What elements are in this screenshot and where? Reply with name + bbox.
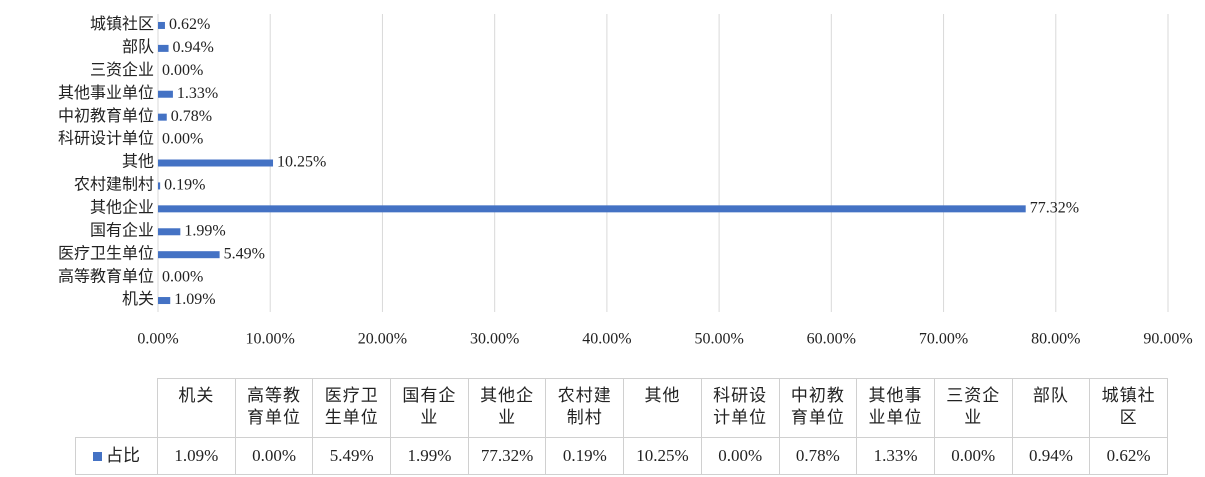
data-label: 10.25% — [277, 154, 326, 171]
bar — [158, 182, 161, 190]
data-label: 0.78% — [171, 108, 212, 125]
table-header: 其他 — [624, 378, 702, 438]
x-tick-label: 10.00% — [246, 331, 295, 348]
data-label: 1.33% — [177, 85, 218, 102]
table-header: 三资企业 — [934, 378, 1013, 438]
bar — [158, 90, 173, 98]
table-header: 中初教育单位 — [779, 378, 858, 438]
table-header: 高等教育单位 — [235, 378, 314, 438]
table-header: 医疗卫生单位 — [313, 378, 392, 438]
bar — [158, 297, 171, 305]
data-label: 1.09% — [174, 291, 215, 308]
y-tick-label: 科研设计单位 — [58, 130, 154, 148]
bar — [158, 251, 220, 259]
y-tick-label: 其他事业单位 — [58, 84, 154, 102]
table-cell: 77.32% — [468, 438, 547, 475]
y-tick-label: 农村建制村 — [74, 176, 154, 194]
data-label: 0.00% — [162, 268, 203, 285]
table-header: 国有企业 — [391, 378, 469, 438]
legend-swatch — [93, 451, 102, 461]
table-cell: 1.09% — [158, 438, 236, 475]
table-legend: 占比 — [75, 438, 158, 475]
y-tick-label: 中初教育单位 — [58, 107, 154, 125]
y-tick-label: 三资企业 — [90, 61, 154, 79]
table-header: 部队 — [1012, 378, 1091, 438]
table-cell: 1.99% — [391, 438, 469, 475]
chart: 0.00% 10.00% 20.00% 30.00% 40.00% 50.00% 60.00… — [58, 14, 1193, 348]
data-label: 0.62% — [169, 16, 210, 33]
y-tick-label: 其他 — [122, 153, 154, 171]
table-cell: 0.00% — [701, 438, 780, 475]
table-cell: 0.00% — [934, 438, 1013, 475]
bar — [158, 228, 181, 236]
y-tick-label: 国有企业 — [90, 221, 154, 239]
table-header: 农村建制村 — [546, 378, 625, 438]
table-corner — [75, 378, 158, 438]
data-label: 0.19% — [164, 177, 205, 194]
table-cell: 0.19% — [546, 438, 625, 475]
y-tick-label: 机关 — [122, 290, 154, 308]
bar — [158, 113, 167, 121]
x-tick-label: 40.00% — [582, 331, 631, 348]
data-label: 5.49% — [224, 245, 265, 262]
data-label: 1.99% — [184, 222, 225, 239]
table-header: 科研设计单位 — [701, 378, 780, 438]
data-label: 0.00% — [162, 62, 203, 79]
table-header: 机关 — [158, 378, 236, 438]
table-header: 其他企业 — [468, 378, 547, 438]
bar — [158, 159, 274, 167]
table-header: 其他事业单位 — [857, 378, 935, 438]
x-tick-label: 90.00% — [1143, 331, 1192, 348]
y-tick-label: 高等教育单位 — [58, 267, 154, 285]
x-tick-label: 80.00% — [1031, 331, 1080, 348]
table-cell: 5.49% — [313, 438, 392, 475]
data-label: 77.32% — [1030, 200, 1079, 217]
y-tick-label: 其他企业 — [90, 199, 154, 217]
table-cell: 0.62% — [1090, 438, 1168, 475]
x-tick-label: 50.00% — [694, 331, 743, 348]
y-tick-label: 部队 — [122, 38, 154, 56]
data-table: 机关 高等教育单位 医疗卫生单位 国有企业 其他企业 农村建制村 其他 科研设计单位 中初教育单… — [75, 378, 1168, 475]
x-tick-label: 60.00% — [807, 331, 856, 348]
x-tick-label: 70.00% — [919, 331, 968, 348]
table-cell: 0.94% — [1012, 438, 1091, 475]
bar — [158, 21, 165, 29]
table-cell: 0.00% — [235, 438, 314, 475]
x-tick-label: 30.00% — [470, 331, 519, 348]
y-tick-label: 城镇社区 — [90, 15, 154, 33]
data-label: 0.94% — [173, 39, 214, 56]
bar — [158, 205, 1026, 213]
y-tick-label: 医疗卫生单位 — [58, 244, 154, 262]
data-label: 0.00% — [162, 131, 203, 148]
bar — [158, 44, 169, 52]
x-tick-label: 20.00% — [358, 331, 407, 348]
table-cell: 1.33% — [857, 438, 935, 475]
table-cell: 10.25% — [624, 438, 702, 475]
legend-label: 占比 — [106, 446, 140, 465]
x-tick-label: 0.00% — [137, 331, 178, 348]
table-header: 城镇社区 — [1090, 378, 1168, 438]
table-cell: 0.78% — [779, 438, 858, 475]
